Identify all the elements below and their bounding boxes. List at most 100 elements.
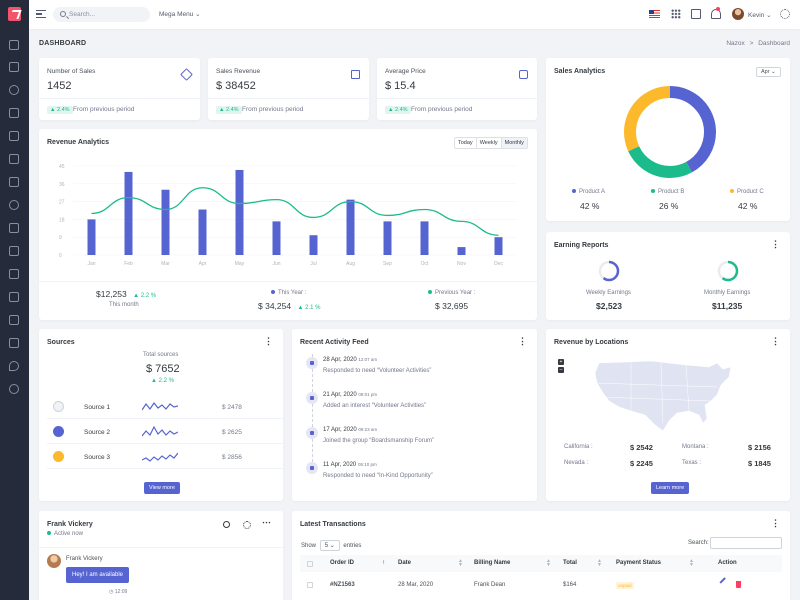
more-icon[interactable]: ⋮ bbox=[264, 336, 273, 346]
table-header bbox=[300, 555, 782, 572]
edit-pencil-icon[interactable] bbox=[719, 577, 726, 584]
sort-icon[interactable]: ▲ ▼ bbox=[689, 558, 694, 568]
chat-settings-icon[interactable] bbox=[243, 521, 251, 529]
sidebar bbox=[0, 0, 29, 600]
stat-change-badge: ▲ 2.4% bbox=[47, 106, 73, 114]
revenue-bar bbox=[198, 209, 207, 255]
this-year-value: $ 34,254 ▲ 2.1 % bbox=[258, 301, 321, 311]
range-monthly[interactable]: Monthly bbox=[501, 138, 527, 148]
store-icon bbox=[351, 70, 360, 79]
select-all-checkbox[interactable] bbox=[307, 561, 313, 567]
breadcrumb-home[interactable]: Nazox bbox=[726, 40, 745, 47]
col-action: Action bbox=[718, 560, 737, 566]
activity-date: 11 Apr, 2020 05:10 pm bbox=[323, 462, 377, 468]
legend-product-a: Product A bbox=[572, 189, 605, 195]
delete-trash-icon[interactable] bbox=[736, 581, 741, 588]
activity-date: 21 Apr, 2020 08:01 pm bbox=[323, 392, 378, 398]
col-billing-name[interactable]: Billing Name bbox=[474, 560, 511, 566]
entries-select[interactable]: 5 ⌄ bbox=[319, 540, 340, 551]
zoom-out-button[interactable]: – bbox=[558, 367, 564, 373]
col-order-id[interactable]: Order ID bbox=[330, 560, 355, 566]
more-icon[interactable]: ⋮ bbox=[518, 336, 527, 346]
view-more-button[interactable]: View more bbox=[144, 482, 180, 494]
more-icon[interactable]: ⋮ bbox=[771, 239, 780, 249]
share-icon[interactable] bbox=[9, 384, 19, 394]
maps-icon[interactable] bbox=[9, 361, 19, 371]
range-switch: Today Weekly Monthly bbox=[454, 137, 528, 149]
sort-icon[interactable]: ▲ ▼ bbox=[597, 558, 602, 568]
dashboard-icon[interactable] bbox=[9, 40, 19, 50]
us-flag-icon[interactable] bbox=[649, 10, 660, 18]
table-search-input[interactable] bbox=[710, 537, 782, 549]
stat-value: $ 38452 bbox=[216, 80, 256, 92]
more-icon[interactable]: ⋮ bbox=[771, 518, 780, 528]
col-total[interactable]: Total bbox=[563, 560, 577, 566]
usa-map[interactable] bbox=[591, 353, 741, 438]
source-value: $ 2625 bbox=[222, 429, 242, 436]
zoom-in-button[interactable]: + bbox=[558, 359, 564, 365]
order-id[interactable]: #NZ1563 bbox=[330, 582, 355, 588]
user-avatar[interactable] bbox=[732, 8, 744, 20]
revenue-line bbox=[91, 187, 499, 236]
mega-menu[interactable]: Mega Menu ⌄ bbox=[159, 11, 201, 18]
range-weekly[interactable]: Weekly bbox=[477, 138, 502, 148]
source-3-icon bbox=[53, 451, 64, 462]
chat-message-time: ◷ 12:09 bbox=[109, 589, 128, 595]
calendar-icon[interactable] bbox=[9, 62, 19, 72]
file-manager-icon[interactable] bbox=[9, 108, 19, 118]
tools-icon[interactable] bbox=[9, 246, 19, 256]
revenue-bar bbox=[309, 235, 318, 255]
y-tick-label: 27 bbox=[59, 200, 65, 206]
source-3-sparkline bbox=[142, 452, 178, 462]
revenue-bar bbox=[272, 221, 281, 255]
invoice-icon[interactable] bbox=[9, 177, 19, 187]
source-row: Source 1 $ 2478 bbox=[47, 397, 309, 419]
tables-icon[interactable] bbox=[9, 292, 19, 302]
activity-text: Responded to need “Volunteer Activities” bbox=[323, 368, 432, 374]
location-value: $ 2542 bbox=[630, 443, 653, 452]
chat-contact-name: Frank Vickery bbox=[47, 521, 93, 528]
row-checkbox[interactable] bbox=[307, 582, 313, 588]
search-input[interactable] bbox=[69, 7, 147, 22]
range-today[interactable]: Today bbox=[455, 138, 477, 148]
learn-more-button[interactable]: Learn more bbox=[651, 482, 690, 494]
profile-icon[interactable] bbox=[9, 200, 19, 210]
product-b-value: 26 % bbox=[659, 201, 679, 211]
chat-more-icon[interactable]: ⋯ bbox=[262, 517, 271, 527]
settings-gear-icon[interactable] bbox=[780, 9, 790, 19]
card-title: Earning Reports bbox=[554, 242, 609, 249]
stat-label: Average Price bbox=[385, 68, 426, 75]
sources-card: Sources ⋮ Total sources $ 7652 ▲ 2.2 % S… bbox=[39, 329, 309, 501]
search-icon bbox=[60, 11, 66, 17]
apps-icon[interactable] bbox=[9, 154, 19, 164]
sort-icon[interactable]: ▲ ▼ bbox=[458, 558, 463, 568]
menu-toggle-icon[interactable] bbox=[36, 10, 46, 18]
x-tick-label: Mar bbox=[161, 261, 170, 267]
mail-icon[interactable] bbox=[9, 131, 19, 141]
col-payment-status[interactable]: Payment Status bbox=[616, 560, 662, 566]
chat-icon[interactable] bbox=[9, 85, 19, 95]
apps-grid-icon[interactable] bbox=[671, 9, 681, 19]
user-menu[interactable]: Kevin ⌄ bbox=[748, 12, 772, 19]
ui-elements-icon[interactable] bbox=[9, 269, 19, 279]
charts-icon[interactable] bbox=[9, 315, 19, 325]
sort-up-icon[interactable]: ↑ bbox=[382, 560, 385, 566]
x-tick-label: Oct bbox=[421, 261, 429, 267]
icons-icon[interactable] bbox=[9, 338, 19, 348]
logo[interactable] bbox=[8, 7, 21, 21]
x-tick-label: May bbox=[235, 261, 245, 267]
month-select[interactable]: Apr ⌄ bbox=[756, 67, 781, 77]
fullscreen-icon[interactable] bbox=[691, 9, 701, 19]
pages-icon[interactable] bbox=[9, 223, 19, 233]
chat-search-icon[interactable] bbox=[223, 521, 230, 528]
source-value: $ 2478 bbox=[222, 404, 242, 411]
col-date[interactable]: Date bbox=[398, 560, 412, 566]
earning-reports-card: Earning Reports ⋮ Weekly Earnings $2,523… bbox=[546, 232, 790, 320]
more-icon[interactable]: ⋮ bbox=[771, 336, 780, 346]
sort-icon[interactable]: ▲ ▼ bbox=[546, 558, 551, 568]
activity-text: Added an interest “Volunteer Activities” bbox=[323, 403, 427, 409]
total-sources-label: Total sources bbox=[143, 352, 179, 358]
location-value: $ 2245 bbox=[630, 459, 653, 468]
revenue-chart: 0 9 18 27 36 45 Jan Feb Mar Apr May Jun Jul Aug Sep Oct… bbox=[59, 164, 517, 267]
product-c-value: 42 % bbox=[738, 201, 758, 211]
